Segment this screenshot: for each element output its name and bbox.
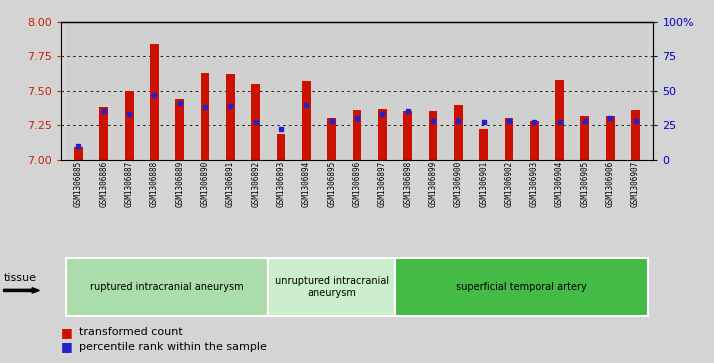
Bar <box>116 22 142 160</box>
Bar <box>580 115 589 160</box>
Bar <box>522 22 547 160</box>
Text: tissue: tissue <box>4 273 36 283</box>
Bar <box>201 73 209 160</box>
Bar <box>428 111 438 160</box>
Bar <box>496 22 522 160</box>
Bar <box>327 118 336 160</box>
Bar <box>403 111 412 160</box>
Bar <box>91 22 116 160</box>
Bar <box>251 84 260 160</box>
Bar <box>598 22 623 160</box>
Text: ■: ■ <box>61 326 72 339</box>
Bar <box>454 105 463 160</box>
Bar <box>353 110 361 160</box>
Bar <box>555 80 564 160</box>
Bar <box>74 147 83 160</box>
Bar <box>623 22 648 160</box>
Bar <box>378 109 387 160</box>
Bar <box>572 22 598 160</box>
Text: unruptured intracranial
aneurysm: unruptured intracranial aneurysm <box>275 276 388 298</box>
Bar <box>344 22 370 160</box>
Bar <box>631 110 640 160</box>
Bar <box>471 22 496 160</box>
Bar <box>395 258 648 316</box>
Bar <box>605 115 615 160</box>
Bar <box>192 22 218 160</box>
Bar <box>66 258 268 316</box>
Bar <box>547 22 572 160</box>
Bar <box>66 22 91 160</box>
Bar <box>395 22 421 160</box>
Bar <box>218 22 243 160</box>
Text: ruptured intracranial aneurysm: ruptured intracranial aneurysm <box>90 282 244 292</box>
Text: transformed count: transformed count <box>79 327 182 337</box>
Bar <box>226 74 235 160</box>
Bar <box>293 22 319 160</box>
Bar <box>479 129 488 160</box>
Bar <box>530 121 538 160</box>
Bar <box>125 91 134 160</box>
Bar <box>268 258 395 316</box>
Bar <box>243 22 268 160</box>
Bar <box>505 118 513 160</box>
Bar <box>167 22 192 160</box>
Bar <box>370 22 395 160</box>
Bar <box>268 22 293 160</box>
Bar <box>176 99 184 160</box>
Bar <box>142 22 167 160</box>
Bar <box>276 134 286 160</box>
Text: percentile rank within the sample: percentile rank within the sample <box>79 342 266 352</box>
Text: superficial temporal artery: superficial temporal artery <box>456 282 587 292</box>
Bar <box>99 107 109 160</box>
Bar <box>421 22 446 160</box>
Bar <box>446 22 471 160</box>
Bar <box>319 22 344 160</box>
Text: ■: ■ <box>61 340 72 353</box>
Bar <box>302 81 311 160</box>
Bar <box>150 44 159 160</box>
